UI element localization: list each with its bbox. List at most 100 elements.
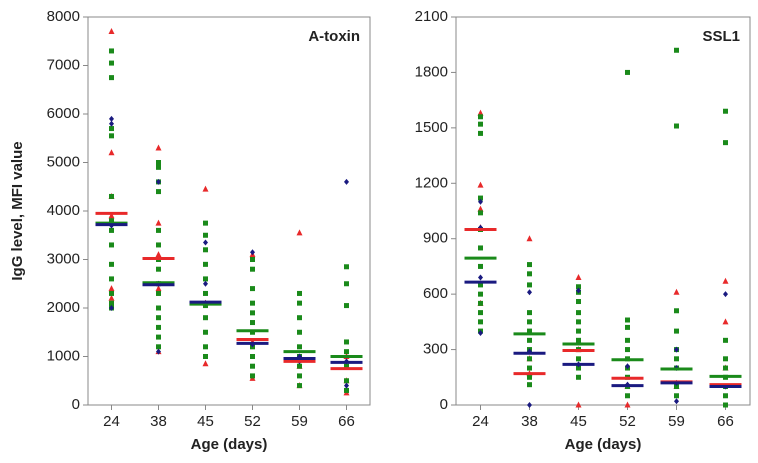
point [344,281,349,287]
y-tick-label: 3000 [47,250,80,267]
point [156,242,161,248]
point [155,144,162,151]
point [722,277,729,284]
point [250,249,255,256]
point [297,373,302,379]
point [156,344,161,350]
point [723,291,728,298]
point [108,285,115,292]
point [723,108,728,114]
point [109,75,114,81]
point [250,266,255,272]
x-tick-label: 59 [668,413,685,430]
point [203,247,208,253]
point [478,121,483,127]
point [576,374,581,380]
x-tick-label: 66 [717,413,734,430]
point [478,198,483,205]
point [527,310,532,316]
point [344,339,349,345]
point [625,393,630,399]
point [576,299,581,305]
point [109,227,114,233]
point [203,239,208,246]
point [203,276,208,282]
point [674,398,679,405]
point [109,126,114,132]
point [109,261,114,267]
point [575,401,582,408]
plot-frame [87,16,371,406]
point [344,178,349,185]
point [478,195,483,201]
point [156,266,161,272]
x-tick-label: 45 [570,413,587,430]
y-tick-label: 2000 [47,299,80,316]
y-tick-label: 5000 [47,153,80,170]
point [202,185,209,192]
point [527,356,532,362]
point [156,305,161,311]
panel-title: SSL1 [702,28,740,45]
point [250,373,255,379]
point [250,257,255,262]
point [674,384,679,390]
point [674,308,679,314]
point [527,402,532,408]
x-tick-label: 24 [472,413,489,430]
point [478,114,483,120]
point [625,337,630,343]
point [156,227,161,233]
point [527,337,532,343]
point [723,393,728,399]
point [527,319,532,325]
point [108,212,115,219]
point [527,282,532,288]
point [250,310,255,316]
point [156,189,161,195]
y-tick-label: 1800 [415,63,448,80]
point [203,261,208,267]
point [109,290,114,296]
point [250,363,255,369]
point [478,130,483,136]
point [576,287,581,294]
point [156,160,161,165]
point [203,220,208,226]
point [156,315,161,321]
point [203,290,208,296]
point [108,28,115,35]
x-tick-label: 59 [291,413,308,430]
y-tick-label: 0 [440,396,448,413]
point [576,319,581,325]
point [625,317,630,323]
point [250,320,255,326]
point [156,290,161,296]
point [344,349,349,355]
y-tick-label: 4000 [47,202,80,219]
x-tick-label: 38 [150,413,167,430]
x-axis-label: Age (days) [191,436,268,453]
point [576,356,581,362]
point [527,374,532,380]
point [625,347,630,353]
y-tick-label: 8000 [47,8,80,25]
point [723,140,728,146]
y-tick-label: 6000 [47,105,80,122]
point [297,329,302,335]
y-tick-label: 1500 [415,119,448,136]
point [674,356,679,362]
point [527,328,532,334]
point [297,300,302,306]
point [478,210,483,216]
point [723,402,728,408]
point [477,205,484,212]
point [527,382,532,388]
x-tick-label: 52 [619,413,636,430]
point [203,280,208,287]
point [155,285,162,292]
point [526,235,533,242]
point [297,363,302,369]
y-tick-label: 2100 [415,8,448,25]
point [109,218,114,224]
